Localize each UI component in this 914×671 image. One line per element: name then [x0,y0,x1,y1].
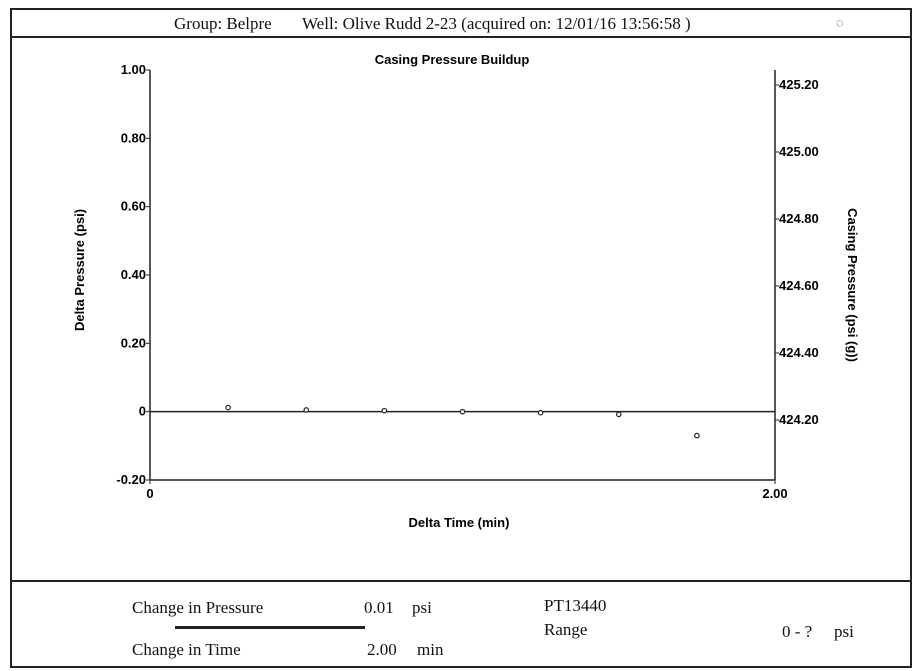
axes [149,70,776,481]
data-point [537,409,544,416]
change-time-value: 2.00 [367,640,397,659]
report-header: Group: Belpre Well: Olive Rudd 2-23 (acq… [12,10,910,38]
report-frame: Group: Belpre Well: Olive Rudd 2-23 (acq… [10,8,912,668]
data-point [225,404,231,411]
x-tick-label: 2.00 [762,486,787,501]
data-point [303,407,310,413]
data-point [615,411,622,418]
summary-footer: Change in Pressure 0.01 psi Change in Ti… [12,580,910,670]
summary-divider [175,626,365,629]
change-pressure-label: Change in Pressure [132,598,264,617]
y-tick-label: 0.20 [121,335,146,350]
y2-tick-label: 424.40 [779,345,819,360]
y2-tick-label: 425.20 [779,77,819,92]
range-unit: psi [834,622,854,641]
group-label: Group: Belpre [174,14,272,33]
chart-area: Casing Pressure Buildup 1.00 0.80 0.60 0.40… [72,52,860,530]
data-point [694,432,700,439]
change-time-label: Change in Time [132,640,241,659]
change-pressure-value: 0.01 [364,598,394,617]
y-tick-label: 1.00 [121,62,146,77]
right-axis-ticks: 425.20 425.00 424.80 424.60 424.40 424.20 [775,77,819,427]
y2-tick-label: 425.00 [779,144,819,159]
y-tick-label: 0.60 [121,199,146,214]
data-point [459,408,466,415]
sensor-id: PT13440 [544,596,607,615]
range-value: 0 - ? [782,622,813,641]
y2-tick-label: 424.20 [779,412,819,427]
chart-title: Casing Pressure Buildup [375,52,530,67]
data-points [225,404,700,439]
y2-axis-label: Casing Pressure (psi (g)) [845,208,860,362]
change-pressure-unit: psi [412,598,432,617]
data-point [381,407,388,414]
y2-tick-label: 424.80 [779,211,819,226]
status-icon: ◌ [836,15,844,30]
left-axis-ticks: 1.00 0.80 0.60 0.40 0.20 0 -0.20 [116,62,150,487]
y-tick-label: -0.20 [116,472,146,487]
y-tick-label: 0.40 [121,267,146,282]
x-axis-ticks: 0 2.00 [146,480,788,501]
x-axis-label: Delta Time (min) [409,515,510,530]
well-label: Well: Olive Rudd 2-23 (acquired on: 12/0… [302,14,691,33]
x-tick-label: 0 [146,486,153,501]
y-tick-label: 0.80 [121,130,146,145]
range-label: Range [544,620,588,639]
change-time-unit: min [417,640,444,659]
y2-tick-label: 424.60 [779,278,819,293]
y-axis-label: Delta Pressure (psi) [72,209,87,331]
y-tick-label: 0 [139,404,146,419]
